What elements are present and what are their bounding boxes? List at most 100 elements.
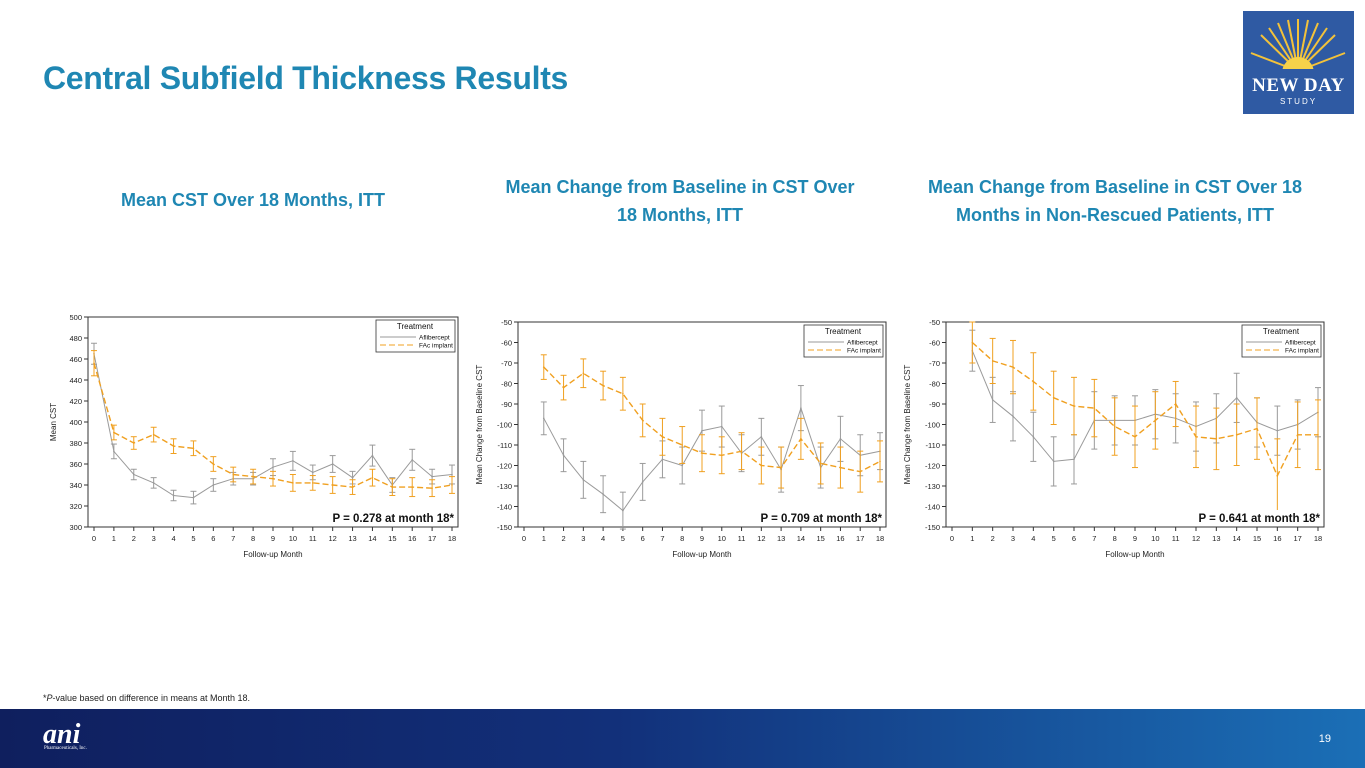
x-tick-label: 5 (621, 534, 625, 543)
x-tick-label: 18 (448, 534, 456, 543)
x-tick-label: 17 (856, 534, 864, 543)
x-tick-label: 14 (797, 534, 805, 543)
x-tick-label: 11 (738, 534, 746, 543)
y-tick-label: -110 (498, 441, 512, 450)
data-point (451, 484, 453, 486)
y-tick-label: -120 (925, 462, 940, 471)
chart-3-title: Mean Change from Baseline in CST Over 18… (927, 177, 1303, 225)
page-number: 19 (1318, 733, 1331, 745)
y-tick-label: -110 (926, 441, 940, 450)
y-tick-label: 320 (69, 502, 82, 511)
data-point (311, 482, 314, 484)
x-tick-label: 10 (718, 534, 726, 543)
y-tick-label: 480 (69, 334, 82, 343)
annotation-bg (310, 510, 457, 526)
x-tick-label: 0 (950, 534, 954, 543)
y-tick-label: -150 (925, 523, 940, 532)
x-tick-label: 18 (1314, 534, 1322, 543)
legend-label: Aflibercept (1285, 340, 1316, 347)
y-tick-label: -50 (501, 318, 512, 327)
x-tick-label: 5 (191, 534, 195, 543)
x-tick-label: 6 (641, 534, 645, 543)
data-point (371, 476, 374, 479)
x-tick-label: 12 (757, 534, 765, 543)
chart-2-title: Mean Change from Baseline in CST Over 18… (505, 177, 855, 225)
y-tick-label: 440 (69, 376, 82, 385)
y-tick-label: 500 (69, 313, 82, 322)
data-point (879, 460, 881, 463)
x-tick-label: 0 (522, 534, 526, 543)
x-axis-label: Follow-up Month (1105, 550, 1164, 559)
series-fac-implant (540, 354, 883, 493)
data-point (582, 372, 585, 375)
sunburst-icon (1243, 19, 1354, 114)
y-tick-label: -100 (497, 421, 512, 430)
x-tick-label: 3 (152, 534, 156, 543)
x-axis-label: Follow-up Month (672, 550, 731, 559)
y-tick-label: 340 (69, 481, 82, 490)
y-tick-label: 400 (69, 418, 82, 427)
series-line (971, 341, 1318, 478)
legend-label: FAc implant (419, 343, 453, 350)
legend-title: Treatment (1263, 327, 1300, 336)
x-tick-label: 16 (1273, 534, 1281, 543)
legend-box (375, 319, 456, 353)
series-fac-implant (969, 321, 1321, 514)
new-day-study-logo: NEW DAY STUDY (1243, 11, 1354, 114)
ani-logo-subtitle: Pharmaceuticals, Inc. (44, 746, 87, 751)
x-tick-label: 17 (1293, 534, 1301, 543)
x-tick-label: 2 (132, 534, 136, 543)
y-tick-label: -130 (497, 482, 512, 491)
x-tick-label: 14 (368, 534, 376, 543)
y-tick-label: 300 (69, 523, 82, 532)
y-tick-label: -140 (925, 503, 940, 512)
x-tick-label: 4 (171, 534, 175, 543)
x-tick-label: 15 (388, 534, 396, 543)
chart-change-itt: -150 -140 -130 -120 -110 -100 -90 -80 -70 -60 -50 0… (475, 318, 887, 559)
y-tick-label: -120 (497, 462, 512, 471)
x-tick-label: 3 (1011, 534, 1015, 543)
x-tick-label: 9 (271, 534, 275, 543)
chart-1-title: Mean CST Over 18 Months, ITT (120, 190, 386, 210)
y-tick-label: -70 (929, 359, 940, 368)
p-value-annotation: P = 0.709 at month 18* (760, 513, 882, 525)
y-tick-label: -90 (929, 400, 940, 409)
x-tick-label: 4 (601, 534, 605, 543)
legend-label: FAc implant (847, 348, 881, 355)
x-axis-label: Follow-up Month (243, 550, 302, 559)
x-tick-label: 8 (1113, 534, 1117, 543)
data-point (1093, 407, 1096, 409)
series-line (543, 366, 881, 473)
series-line (93, 363, 453, 489)
y-axis-label: Mean CST (49, 403, 58, 441)
ani-logo: ani (43, 719, 81, 750)
y-axis-label: Mean Change from Baseline CST (903, 365, 912, 485)
data-point (1215, 438, 1218, 440)
x-tick-label: 1 (542, 534, 546, 543)
x-tick-label: 7 (660, 534, 664, 543)
x-tick-label: 15 (816, 534, 824, 543)
y-tick-label: -60 (501, 339, 512, 348)
series-fac-implant (91, 350, 455, 498)
x-tick-label: 5 (1052, 534, 1056, 543)
data-point (1113, 425, 1116, 428)
x-tick-label: 8 (680, 534, 684, 543)
y-tick-label: -50 (929, 318, 940, 327)
chart-change-non-rescued: -150 -140 -130 -120 -110 -100 -90 -80 -70 -60 -50 0… (903, 318, 1325, 559)
x-tick-label: 16 (408, 534, 416, 543)
x-tick-label: 11 (1172, 534, 1180, 543)
x-tick-label: 10 (289, 534, 297, 543)
y-tick-label: -90 (501, 400, 512, 409)
x-tick-label: 10 (1151, 534, 1159, 543)
y-tick-label: -80 (501, 380, 512, 389)
x-tick-label: 2 (561, 534, 565, 543)
annotation-bg (1176, 510, 1323, 526)
y-tick-label: 360 (69, 460, 82, 469)
y-tick-label: -80 (929, 380, 940, 389)
legend-title: Treatment (825, 327, 862, 336)
data-point (819, 462, 822, 465)
